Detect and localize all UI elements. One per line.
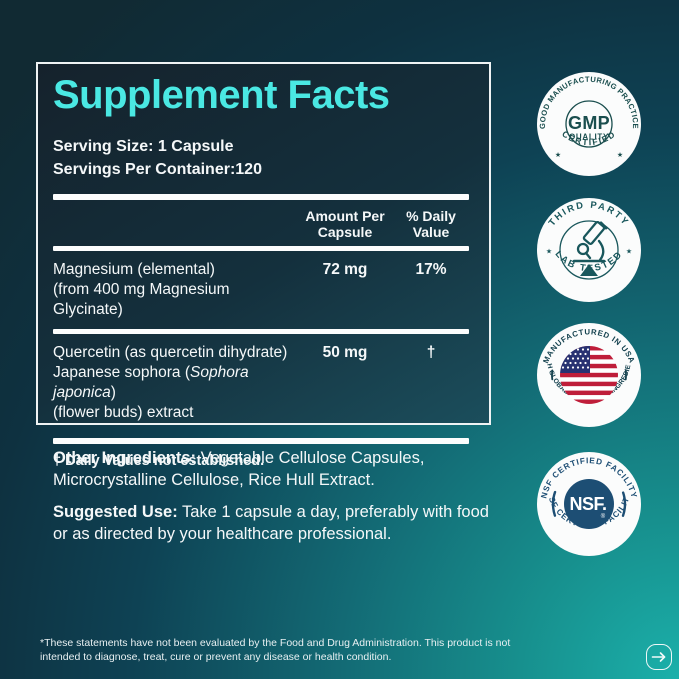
next-arrow-button[interactable]: [646, 644, 672, 670]
star-icon: ★: [555, 151, 561, 159]
latin-name: Sophora japonica: [53, 364, 249, 401]
fda-disclaimer: *These statements have not been evaluate…: [40, 637, 511, 663]
amount-value: 50 mg: [322, 344, 368, 361]
supplement-facts-panel: Supplement Facts Serving Size: 1 Capsule…: [36, 62, 491, 469]
star-icon: ★: [626, 248, 632, 256]
side-paren-arcs: [551, 466, 627, 542]
badge-gmp-certified: GOOD MANUFACTURING PRACTICE CERTIFIED ★ …: [537, 72, 641, 176]
table-row-magnesium: Magnesium (elemental) (from 400 mg Magne…: [53, 251, 469, 329]
divider-bar: [53, 329, 469, 334]
badge-nsf-certified: NSF CERTIFIED FACILITY NSF CERTIFIED FAC…: [537, 452, 641, 556]
panel-title: Supplement Facts: [53, 73, 390, 117]
nsf-seal: [564, 479, 614, 529]
divider-bar: [53, 194, 469, 200]
lab-inner-ring: [559, 220, 619, 280]
side-dash-marks: [551, 337, 627, 413]
badge-made-in-usa: MANUFACTURED IN USA WITH GLOBALLY SOURCE…: [537, 323, 641, 427]
amount-value: 72 mg: [322, 261, 368, 278]
microscope-icon: [572, 221, 608, 276]
star-icon: ★: [546, 248, 552, 256]
registered-mark: ®: [601, 513, 606, 520]
serving-size: Serving Size: 1 Capsule: [53, 138, 234, 155]
gmp-quality-text: QUALITY: [569, 133, 609, 142]
column-header-daily: % Daily Value: [406, 208, 456, 240]
ingredient-name: Quercetin (as quercetin dihydrate) Japan…: [53, 344, 288, 421]
gmp-inner-ring: [565, 100, 613, 148]
suggested-use-label: Suggested Use:: [53, 503, 178, 521]
ingredient-name: Magnesium (elemental) (from 400 mg Magne…: [53, 261, 230, 318]
suggested-use: Suggested Use: Take 1 capsule a day, pre…: [53, 503, 489, 543]
divider-bar: [53, 246, 469, 251]
arrow-right-icon: [651, 652, 666, 662]
servings-per-container: Servings Per Container:120: [53, 161, 262, 178]
table-row-quercetin: Quercetin (as quercetin dihydrate) Japan…: [53, 334, 469, 432]
divider-bar: [53, 438, 469, 444]
column-header-amount: Amount Per Capsule: [305, 208, 385, 240]
other-ingredients-label: Other Ingredients:: [53, 449, 197, 467]
badge-third-party-lab-tested: THIRD PARTY LAB TESTED ★ ★: [537, 198, 641, 302]
nsf-text: NSF.: [569, 494, 606, 514]
daily-value-dagger: †: [426, 344, 436, 361]
table-header-row: Amount Per Capsule % Daily Value: [53, 208, 469, 240]
star-icon: ★: [617, 151, 623, 159]
column-header-spacer: [53, 208, 297, 240]
gmp-text: GMP: [568, 113, 610, 133]
other-ingredients: Other Ingredients: Vegetable Cellulose C…: [53, 449, 425, 489]
serving-info: Serving Size: 1 Capsule Servings Per Con…: [53, 135, 469, 181]
badge-circle: [537, 72, 641, 176]
daily-value-footnote: † Daily Values not established.: [53, 453, 265, 469]
usa-flag-icon: [560, 346, 618, 404]
daily-value: 17%: [415, 261, 447, 278]
